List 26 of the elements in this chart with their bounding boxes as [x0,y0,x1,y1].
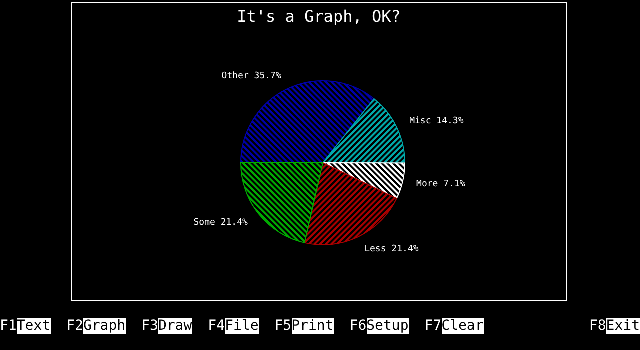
pie-slice [240,80,375,164]
slice-label: More 7.1% [416,180,466,190]
text: Print [292,318,334,334]
text: Exit [606,318,640,334]
slice-label: Less 21.4% [364,244,420,255]
text: F7 [424,318,442,334]
text: F2 [66,318,84,334]
text: F1 [0,318,17,334]
text: Clear [442,318,484,334]
slice-label: Other 35.7% [222,71,282,82]
pie-slice [322,98,406,164]
text: F3 [142,318,158,334]
text: Graph [83,318,126,334]
text: F8 [589,318,606,334]
text: F4 [208,318,226,334]
chart-title: It's a Graph, OK? [236,7,402,26]
text: Setup [366,318,409,334]
text: Draw [158,318,192,334]
text: Text [16,318,51,334]
slice-label: Misc 14.3% [410,116,464,127]
pie-slice [322,162,406,200]
pie-slice [304,162,398,246]
text: F6 [350,318,367,334]
text: F5 [274,318,292,334]
text: File [225,318,259,334]
slice-label: Some 21.4% [194,218,249,228]
